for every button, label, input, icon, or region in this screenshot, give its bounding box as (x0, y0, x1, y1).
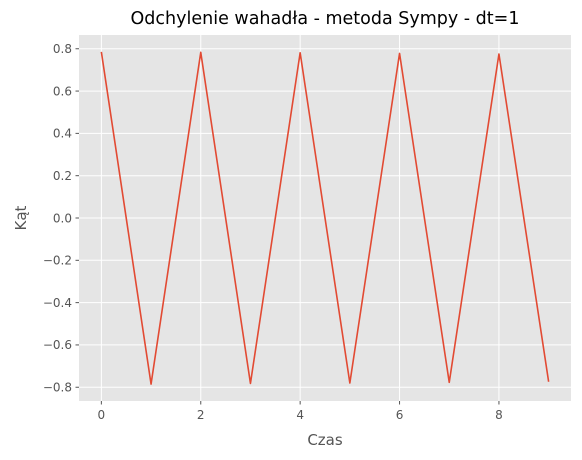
y-tick-label: −0.4 (43, 296, 72, 310)
y-tick-label: 0.4 (53, 127, 72, 141)
y-tick-label: 0.2 (53, 169, 72, 183)
chart-title: Odchylenie wahadła - metoda Sympy - dt=1 (131, 9, 520, 29)
x-tick-label: 8 (495, 408, 503, 422)
y-tick-label: 0.0 (53, 211, 72, 225)
y-tick-label: −0.2 (43, 254, 72, 268)
x-tick-label: 0 (98, 408, 106, 422)
y-tick-label: −0.6 (43, 338, 72, 352)
y-tick-label: −0.8 (43, 381, 72, 395)
series-line (100, 51, 550, 385)
y-tick-label: 0.6 (53, 84, 72, 98)
ticks: 0 2 4 6 8 −0.8 −0.6 −0.4 −0.2 0.0 0.2 0.4 0.6 0.8 (43, 42, 503, 422)
grid (79, 35, 571, 401)
x-tick-label: 4 (296, 408, 304, 422)
x-axis-label: Czas (307, 431, 343, 449)
x-tick-label: 2 (197, 408, 205, 422)
y-tick-label: 0.8 (53, 42, 72, 56)
series-layer (100, 51, 550, 385)
y-axis-label: Kąt (12, 205, 30, 230)
x-tick-label: 6 (396, 408, 404, 422)
